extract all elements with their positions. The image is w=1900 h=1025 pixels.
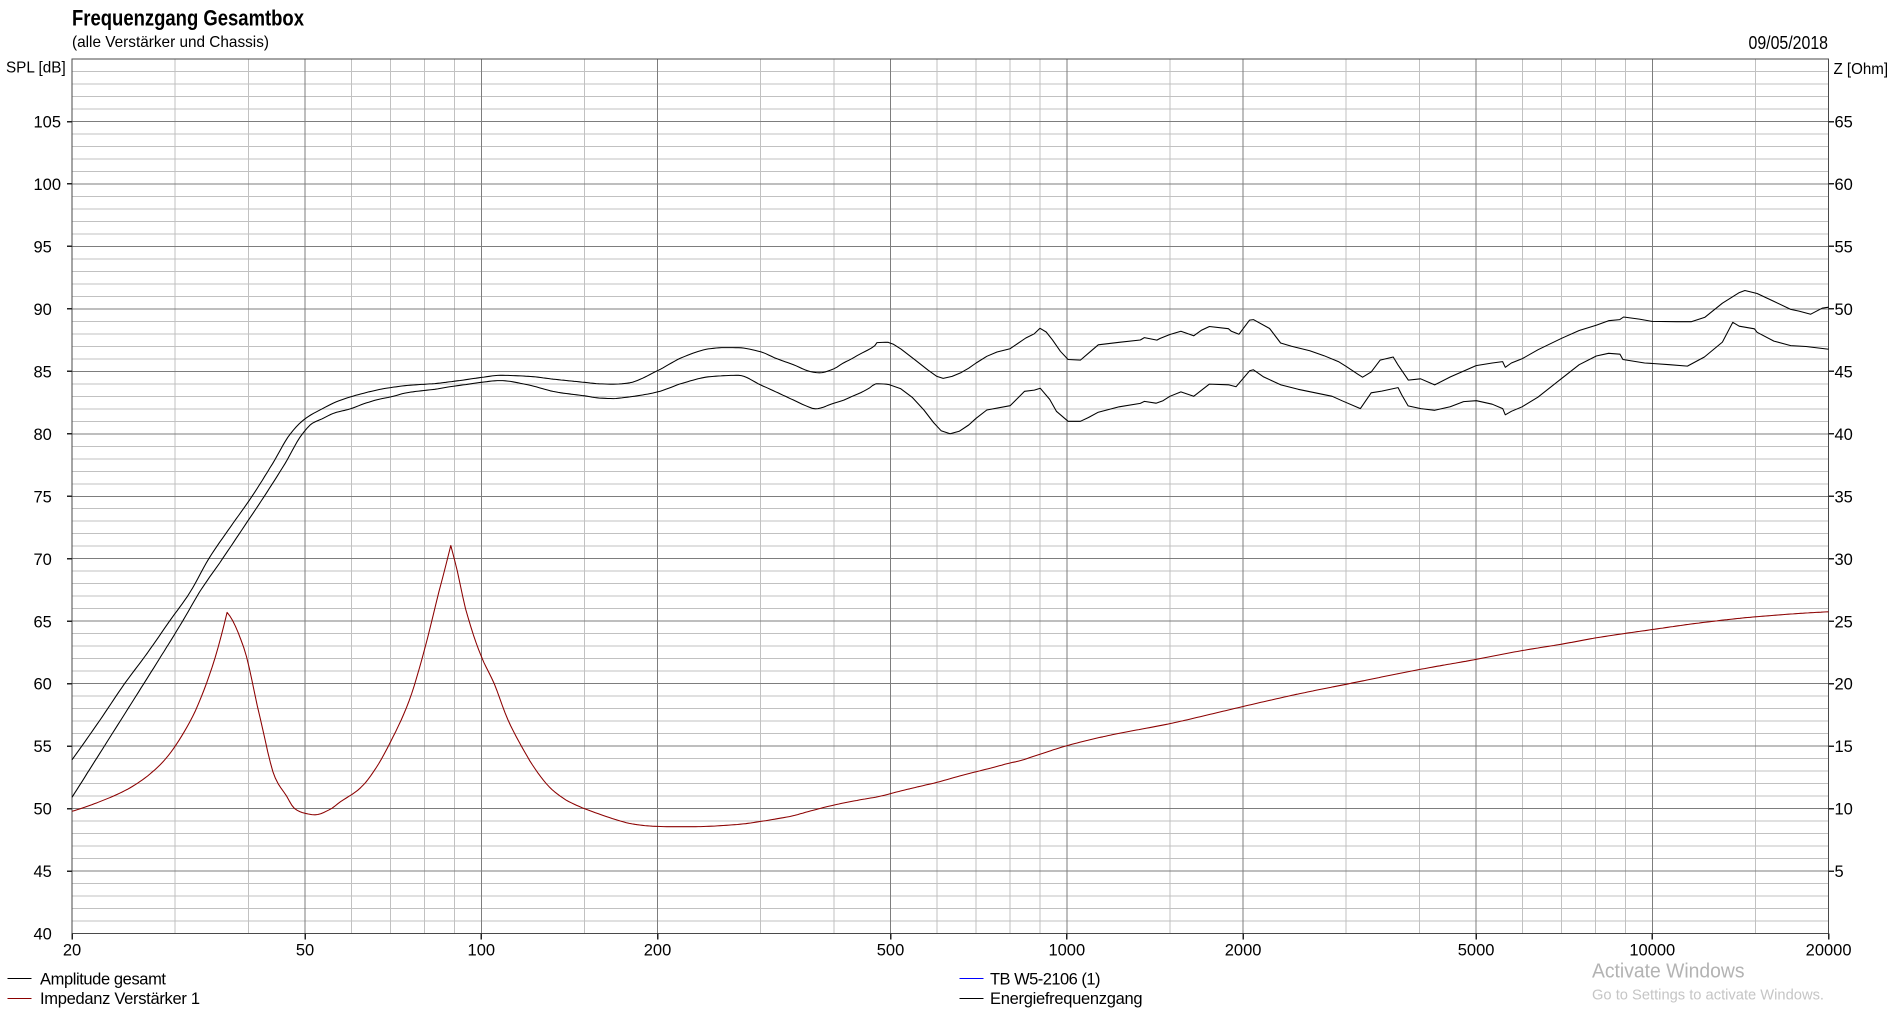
svg-text:65: 65 [1835,114,1853,132]
svg-text:50: 50 [296,942,314,960]
svg-text:85: 85 [34,363,52,381]
svg-text:100: 100 [468,942,496,960]
svg-text:1000: 1000 [1048,942,1085,960]
svg-text:45: 45 [34,863,52,881]
svg-text:15: 15 [1835,738,1853,756]
svg-text:45: 45 [1835,363,1853,381]
svg-text:40: 40 [1835,426,1853,444]
svg-text:500: 500 [877,942,905,960]
svg-text:20000: 20000 [1806,942,1852,960]
svg-text:95: 95 [34,239,52,257]
svg-text:100: 100 [34,176,62,194]
svg-text:10: 10 [1835,801,1853,819]
svg-text:Activate Windows: Activate Windows [1592,961,1745,983]
svg-text:80: 80 [34,426,52,444]
svg-text:TB W5-2106 (1): TB W5-2106 (1) [990,971,1101,989]
svg-text:65: 65 [34,613,52,631]
svg-text:2000: 2000 [1225,942,1262,960]
svg-text:SPL [dB]: SPL [dB] [6,60,66,77]
svg-text:55: 55 [1835,239,1853,257]
svg-text:Frequenzgang Gesamtbox: Frequenzgang Gesamtbox [72,6,305,31]
svg-text:55: 55 [34,738,52,756]
svg-text:90: 90 [34,301,52,319]
svg-text:25: 25 [1835,613,1853,631]
svg-text:40: 40 [34,926,52,944]
svg-text:5: 5 [1835,863,1844,881]
svg-text:75: 75 [34,488,52,506]
svg-text:60: 60 [34,676,52,694]
svg-text:20: 20 [1835,676,1853,694]
svg-text:30: 30 [1835,551,1853,569]
svg-text:Energiefrequenzgang: Energiefrequenzgang [990,990,1143,1008]
svg-text:60: 60 [1835,176,1853,194]
svg-text:Go to Settings to activate Win: Go to Settings to activate Windows. [1592,987,1824,1004]
svg-text:10000: 10000 [1629,942,1675,960]
svg-text:50: 50 [1835,301,1853,319]
svg-text:Amplitude gesamt: Amplitude gesamt [40,971,166,989]
svg-text:09/05/2018: 09/05/2018 [1749,32,1829,53]
svg-text:35: 35 [1835,488,1853,506]
svg-text:70: 70 [34,551,52,569]
svg-text:50: 50 [34,801,52,819]
svg-text:Impedanz Verstärker 1: Impedanz Verstärker 1 [40,990,200,1008]
svg-text:20: 20 [63,942,81,960]
svg-text:(alle Verstärker und Chassis): (alle Verstärker und Chassis) [72,34,269,51]
svg-text:5000: 5000 [1458,942,1495,960]
svg-text:200: 200 [644,942,672,960]
svg-text:105: 105 [34,114,62,132]
svg-text:Z [Ohm]: Z [Ohm] [1834,61,1889,78]
